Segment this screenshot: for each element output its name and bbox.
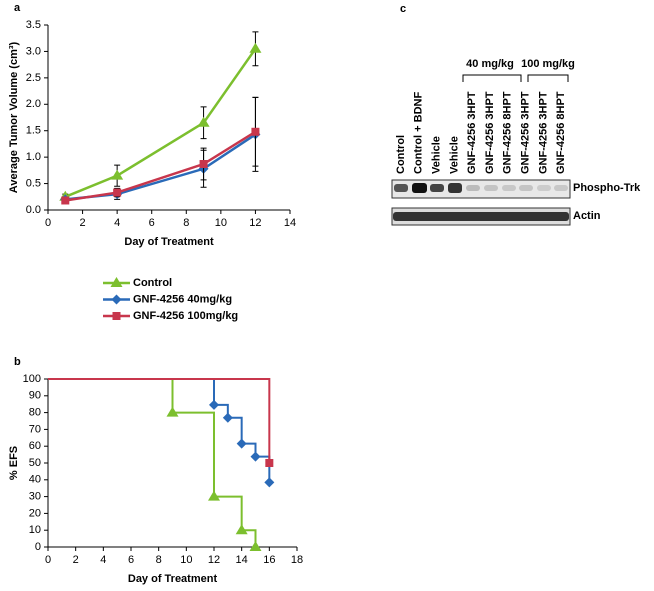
marker (111, 169, 124, 180)
x-tick-label: 6 (128, 554, 134, 566)
lane-label: GNF-4256 3HPT (537, 91, 549, 174)
legend-marker (111, 294, 122, 305)
y-tick-label: 100 (23, 373, 41, 385)
marker (208, 490, 220, 501)
row-label: Phospho-Trk (573, 182, 641, 194)
x-axis-label: Day of Treatment (124, 236, 214, 248)
y-tick-label: 70 (29, 423, 41, 435)
x-tick-label: 12 (249, 217, 261, 229)
lane-label: GNF-4256 3HPT (484, 91, 496, 174)
panel-label: b (14, 356, 21, 368)
y-tick-label: 3.5 (26, 19, 41, 31)
y-tick-label: 1.0 (26, 151, 41, 163)
marker (166, 406, 179, 417)
marker (209, 399, 219, 410)
series-line (65, 130, 257, 202)
y-tick-label: 2.0 (26, 98, 41, 110)
marker (197, 116, 210, 127)
x-tick-label: 10 (215, 217, 227, 229)
marker (113, 188, 122, 197)
y-tick-label: 30 (29, 491, 41, 503)
x-tick-label: 2 (80, 217, 86, 229)
x-tick-label: 8 (183, 217, 189, 229)
blot-phospho (391, 179, 571, 199)
lane-label: GNF-4256 8HPT (502, 91, 514, 174)
lane-label: Vehicle (448, 136, 460, 174)
y-tick-label: 3.0 (26, 45, 41, 57)
y-tick-label: 10 (29, 524, 41, 536)
y-tick-label: 1.5 (26, 125, 41, 137)
marker (235, 524, 248, 535)
x-tick-label: 8 (156, 554, 162, 566)
panel-label: c (400, 3, 406, 15)
x-axis-label: Day of Treatment (128, 573, 218, 585)
x-tick-label: 6 (149, 217, 155, 229)
x-tick-label: 10 (180, 554, 192, 566)
y-tick-label: 90 (29, 390, 41, 402)
x-tick-label: 0 (45, 554, 51, 566)
series-line (65, 133, 257, 201)
y-axis-label: Average Tumor Volume (cm³) (8, 41, 20, 193)
y-tick-label: 20 (29, 507, 41, 519)
marker (251, 127, 260, 136)
legend-label: GNF-4256 100mg/kg (133, 310, 238, 322)
x-tick-label: 16 (263, 554, 275, 566)
lane-label: GNF-4256 3HPT (520, 91, 532, 174)
series-line (64, 48, 257, 198)
x-tick-label: 18 (291, 554, 303, 566)
y-tick-label: 40 (29, 474, 41, 486)
y-tick-label: 50 (29, 457, 41, 469)
group-label: 40 mg/kg (466, 58, 514, 70)
y-tick-label: 0.0 (26, 204, 41, 216)
marker (199, 160, 208, 169)
lane-label: Control (395, 135, 407, 174)
y-tick-label: 0 (35, 541, 41, 553)
group-label: 100 mg/kg (521, 58, 575, 70)
marker (264, 477, 275, 488)
marker (250, 451, 261, 462)
x-tick-label: 4 (114, 217, 120, 229)
x-tick-label: 0 (45, 217, 51, 229)
y-tick-label: 80 (29, 407, 41, 419)
lane-label: GNF-4256 8HPT (555, 91, 567, 174)
lane-label: GNF-4256 3HPT (466, 91, 478, 174)
x-tick-label: 4 (100, 554, 106, 566)
y-tick-label: 0.5 (26, 177, 41, 189)
x-tick-label: 14 (284, 217, 296, 229)
marker (236, 438, 247, 449)
x-tick-label: 2 (73, 554, 79, 566)
y-tick-label: 2.5 (26, 72, 41, 84)
panel-label: a (14, 2, 21, 14)
marker (222, 412, 233, 423)
x-tick-label: 12 (208, 554, 220, 566)
x-tick-label: 14 (236, 554, 248, 566)
legend-label: Control (133, 277, 172, 289)
blot-actin (391, 207, 571, 226)
group-bracket (462, 74, 569, 82)
legend-marker (112, 312, 121, 320)
marker (265, 459, 274, 467)
legend-marker (110, 277, 123, 287)
survival-curve (48, 378, 271, 463)
lane-label: Vehicle (431, 136, 443, 174)
y-axis-label: % EFS (8, 446, 20, 480)
y-tick-label: 60 (29, 440, 41, 452)
marker (61, 196, 70, 205)
legend-label: GNF-4256 40mg/kg (133, 293, 232, 305)
marker (249, 42, 262, 53)
lane-label: Control + BDNF (413, 92, 425, 174)
row-label: Actin (573, 210, 601, 222)
survival-curve (48, 378, 271, 483)
marker (249, 541, 262, 551)
